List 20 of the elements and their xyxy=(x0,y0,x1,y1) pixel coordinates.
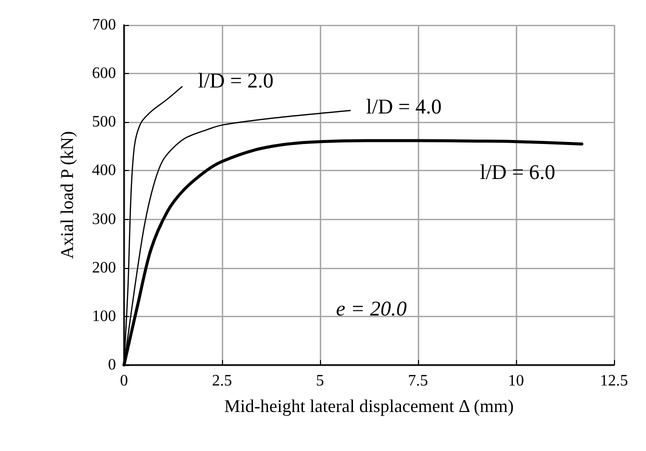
x-tick-label: 0 xyxy=(120,372,128,390)
series-label: l/D = 6.0 xyxy=(480,160,556,184)
y-tick-label: 300 xyxy=(92,210,116,228)
series-label: l/D = 2.0 xyxy=(198,68,274,93)
x-axis-title: Mid-height lateral displacement Δ (mm) xyxy=(224,396,514,416)
y-tick-label: 200 xyxy=(92,259,116,276)
x-tick-label: 12.5 xyxy=(600,372,628,390)
y-tick-label: 500 xyxy=(92,114,116,131)
x-tick-label: 7.5 xyxy=(408,372,428,390)
x-tick-label: 5 xyxy=(316,372,324,390)
annotation: e = 20.0 xyxy=(336,296,408,320)
y-tick-label: 600 xyxy=(92,65,116,82)
x-tick-label: 10 xyxy=(508,372,524,390)
y-axis-title: Axial load P (kN) xyxy=(57,131,77,259)
series-label: l/D = 4.0 xyxy=(366,94,442,118)
y-tick-label: 0 xyxy=(108,356,116,374)
y-tick-label: 700 xyxy=(92,16,116,34)
y-tick-label: 100 xyxy=(92,308,116,325)
y-tick-label: 400 xyxy=(92,162,116,180)
x-tick-label: 2.5 xyxy=(212,372,232,390)
